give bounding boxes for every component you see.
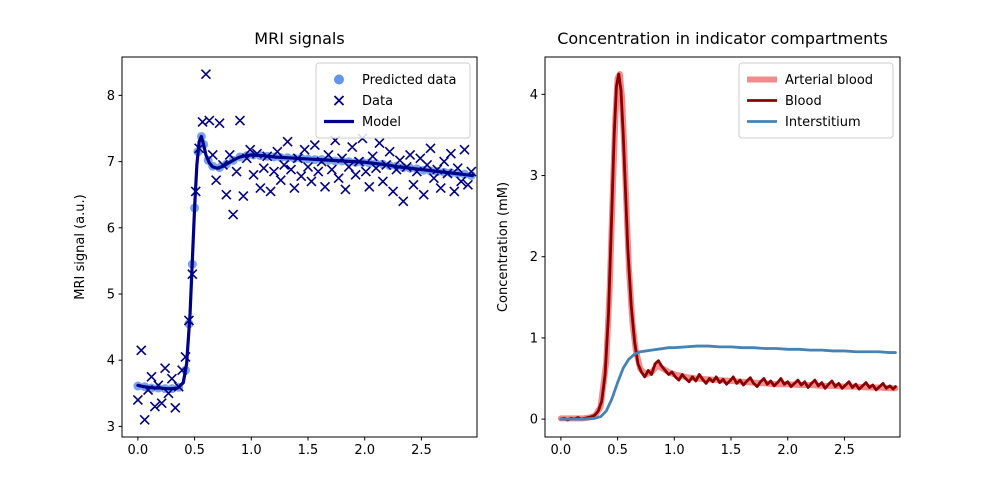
subplot-concentration-in-indicator-compartments: Concentration in indicator compartments C… [496,29,901,458]
legend: Predicted data Data Model [315,62,471,139]
axes-frame [121,56,478,438]
x-tick-label: 0.0 [551,443,572,458]
x-tick-label: 1.0 [241,443,262,458]
y-tick-label: 7 [107,155,115,170]
y-axis-label: Concentration (mM) [496,182,511,312]
legend: Arterial blood Blood Interstitium [738,62,894,139]
x-tick-label: 2.5 [834,443,855,458]
axes-frame [544,56,901,438]
axis-ticks: 0.0 0.5 1.0 1.5 2.0 2.5 0 1 2 3 4 [530,88,855,458]
x-tick-label: 0.0 [128,443,149,458]
legend-key-data [333,95,345,106]
axis-ticks: 0.0 0.5 1.0 1.5 2.0 2.5 3 4 5 6 7 8 [107,89,432,458]
y-tick-label: 2 [530,250,538,265]
y-tick-label: 3 [530,169,538,184]
y-tick-label: 4 [530,88,538,103]
x-tick-label: 0.5 [184,443,205,458]
legend-label-arterial-blood: Arterial blood [785,73,873,88]
series-model [136,134,475,391]
chart-title: MRI signals [254,29,344,48]
x-tick-label: 1.5 [298,443,319,458]
y-tick-label: 8 [107,89,115,104]
x-tick-label: 2.0 [777,443,798,458]
series-interstitium [559,344,897,421]
legend-key-predicted-data [334,74,344,85]
chart-title: Concentration in indicator compartments [557,29,888,48]
series-blood [559,72,897,422]
y-tick-label: 0 [530,413,538,428]
legend-label-interstitium: Interstitium [785,115,861,130]
legend-label-model: Model [362,115,401,130]
y-axis-label: MRI signal (a.u.) [73,194,88,299]
y-tick-label: 3 [107,420,115,435]
x-tick-label: 1.0 [664,443,685,458]
legend-label-predicted-data: Predicted data [362,73,456,88]
y-tick-label: 6 [107,221,115,236]
y-tick-label: 1 [530,331,538,346]
y-tick-label: 5 [107,288,115,303]
x-tick-label: 2.0 [354,443,375,458]
x-tick-label: 2.5 [411,443,432,458]
x-tick-label: 0.5 [607,443,628,458]
legend-label-blood: Blood [785,94,822,109]
legend-label-data: Data [362,94,393,109]
subplot-mri-signals: MRI signals MRI signal (a.u.) 0.0 0.5 1.0 1.5… [73,29,478,458]
x-tick-label: 1.5 [721,443,742,458]
y-tick-label: 4 [107,354,115,369]
